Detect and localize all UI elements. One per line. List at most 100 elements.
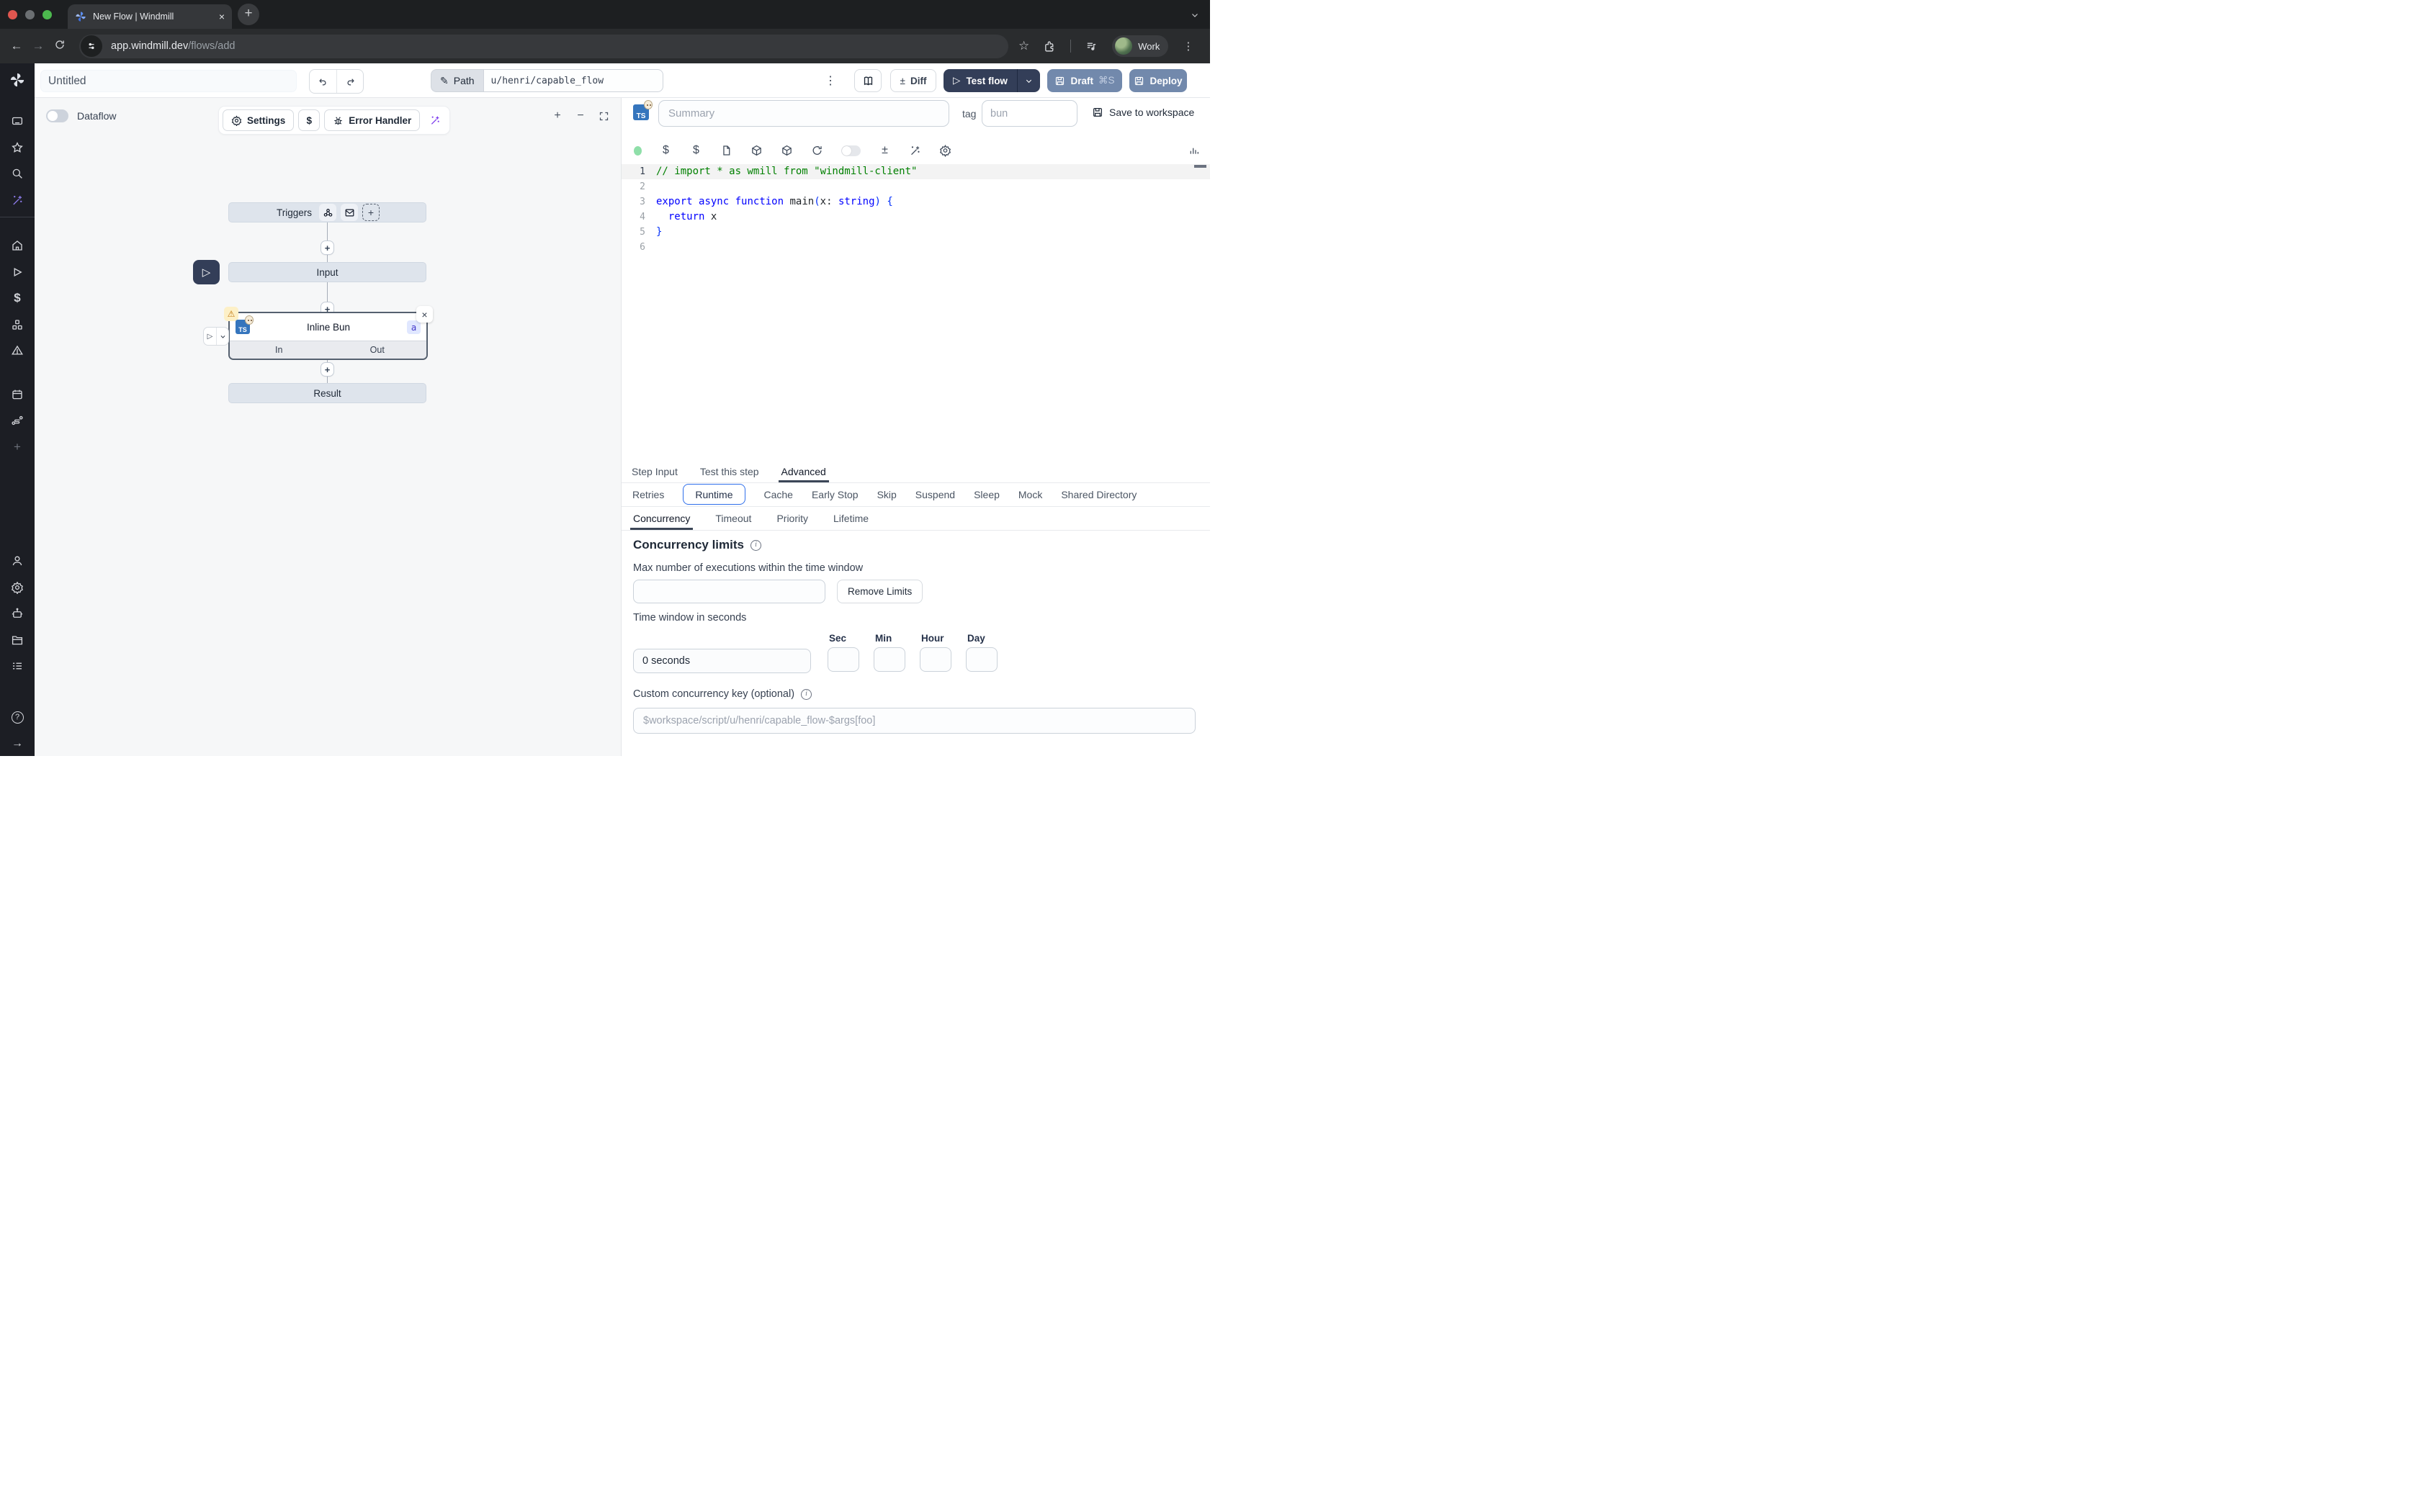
flow-name-input[interactable] — [40, 70, 297, 92]
search-icon[interactable] — [0, 161, 35, 187]
webhook-icon[interactable] — [319, 204, 337, 221]
tab-concurrency[interactable]: Concurrency — [629, 507, 694, 530]
info-icon[interactable]: i — [801, 688, 812, 700]
tab-lifetime[interactable]: Lifetime — [833, 513, 869, 524]
info-icon[interactable]: i — [750, 539, 761, 551]
site-settings-icon[interactable] — [81, 35, 102, 57]
runs-icon[interactable] — [0, 259, 35, 286]
fit-view-button[interactable] — [596, 108, 611, 124]
address-bar[interactable]: app.windmill.dev/flows/add — [79, 34, 1008, 58]
browser-profile-button[interactable]: Work — [1112, 35, 1169, 57]
custom-key-input[interactable] — [633, 708, 1196, 734]
path-input[interactable] — [483, 69, 663, 92]
flow-variables-button[interactable]: $ — [298, 109, 321, 131]
tab-shared-directory[interactable]: Shared Directory — [1061, 489, 1137, 500]
script-file-icon[interactable] — [720, 144, 732, 157]
ai-wand-icon[interactable] — [0, 187, 35, 214]
apps-grid-icon[interactable] — [0, 108, 35, 135]
zoom-out-button[interactable]: − — [577, 109, 584, 122]
ai-wand-icon[interactable] — [909, 144, 921, 157]
schedules-icon[interactable] — [0, 382, 35, 408]
zoom-in-button[interactable]: + — [554, 109, 561, 122]
diff-button[interactable]: ± Diff — [890, 69, 936, 92]
tab-search-chevron-icon[interactable] — [1187, 7, 1203, 23]
unit-input-day[interactable] — [966, 647, 998, 672]
remove-limits-button[interactable]: Remove Limits — [837, 580, 923, 603]
run-from-input-button[interactable]: ▷ — [193, 260, 220, 284]
unit-input-sec[interactable] — [828, 647, 859, 672]
browser-menu-icon[interactable]: ⋮ — [1183, 40, 1194, 53]
home-icon[interactable] — [0, 233, 35, 259]
save-draft-button[interactable]: Draft ⌘S — [1047, 69, 1122, 92]
help-icon[interactable]: ? — [0, 705, 35, 732]
browser-tab[interactable]: New Flow | Windmill × — [68, 4, 232, 29]
tab-runtime[interactable]: Runtime — [683, 484, 745, 505]
dollar-icon[interactable]: $ — [663, 144, 669, 156]
forward-icon[interactable]: → — [32, 39, 45, 53]
unit-input-hour[interactable] — [920, 647, 951, 672]
tab-early-stop[interactable]: Early Stop — [811, 489, 859, 500]
diff-icon[interactable]: ± — [882, 144, 888, 156]
insert-step-button[interactable]: + — [321, 240, 334, 255]
windmill-logo[interactable] — [9, 72, 25, 91]
add-trigger-button[interactable]: + — [362, 204, 380, 221]
refresh-icon[interactable] — [811, 144, 823, 157]
mail-trigger-icon[interactable] — [341, 204, 359, 221]
maximize-window-button[interactable] — [42, 10, 52, 19]
tab-retries[interactable]: Retries — [632, 489, 665, 500]
tab-close-icon[interactable]: × — [218, 11, 225, 22]
resources-icon[interactable] — [0, 312, 35, 338]
flows-icon[interactable] — [0, 408, 35, 434]
tab-step-input[interactable]: Step Input — [632, 465, 678, 477]
tab-skip[interactable]: Skip — [877, 489, 897, 500]
new-tab-button[interactable]: + — [238, 4, 259, 25]
tab-suspend[interactable]: Suspend — [915, 489, 956, 500]
media-controls-icon[interactable] — [1085, 40, 1098, 53]
tab-timeout[interactable]: Timeout — [715, 513, 752, 524]
bookmark-star-icon[interactable]: ☆ — [1018, 39, 1030, 53]
error-handler-button[interactable]: Error Handler — [324, 109, 421, 131]
save-to-workspace-button[interactable]: Save to workspace — [1092, 107, 1194, 118]
logs-icon[interactable] — [0, 653, 35, 680]
triggers-icon[interactable] — [0, 338, 35, 364]
add-icon[interactable]: + — [14, 439, 21, 454]
dollar-icon[interactable]: $ — [693, 144, 699, 156]
result-node[interactable]: Result — [228, 383, 426, 403]
workers-icon[interactable] — [0, 600, 35, 627]
ai-wand-button[interactable] — [424, 109, 447, 131]
delete-step-icon[interactable]: × — [416, 306, 433, 323]
flow-settings-button[interactable]: Settings — [223, 109, 295, 131]
undo-button[interactable] — [310, 70, 336, 93]
variables-icon[interactable]: $ — [14, 291, 21, 305]
code-editor[interactable]: 1// import * as wmill from "windmill-cli… — [622, 164, 1210, 459]
max-executions-input[interactable] — [633, 580, 825, 603]
star-icon[interactable] — [0, 135, 35, 161]
folders-icon[interactable] — [0, 627, 35, 654]
package-icon[interactable] — [781, 144, 793, 157]
collapse-icon[interactable]: → — [12, 737, 23, 750]
dataflow-toggle[interactable] — [46, 109, 68, 122]
more-options-icon[interactable]: ⋮ — [825, 75, 836, 87]
library-icon[interactable] — [1188, 145, 1200, 160]
test-flow-button[interactable]: ▷ Test flow — [944, 69, 1040, 92]
docs-button[interactable] — [854, 69, 882, 92]
extensions-icon[interactable] — [1044, 40, 1056, 53]
tab-priority[interactable]: Priority — [776, 513, 808, 524]
settings-icon[interactable] — [0, 575, 35, 601]
deploy-button[interactable]: Deploy — [1129, 69, 1187, 92]
flow-canvas[interactable]: Dataflow Settings $ Error Handler — [35, 98, 622, 756]
triggers-node[interactable]: Triggers + — [228, 202, 426, 222]
run-step-icon[interactable]: ▷ — [207, 332, 213, 341]
insert-step-button[interactable]: + — [321, 362, 334, 377]
gear-icon[interactable] — [939, 144, 951, 157]
tag-input[interactable] — [982, 100, 1077, 127]
step-out-tab[interactable]: Out — [369, 345, 385, 355]
step-in-tab[interactable]: In — [275, 345, 283, 355]
input-node[interactable]: Input — [228, 262, 426, 282]
assistant-toggle[interactable] — [841, 145, 861, 156]
unit-input-min[interactable] — [874, 647, 905, 672]
reload-icon[interactable] — [49, 39, 71, 54]
back-icon[interactable]: ← — [10, 39, 23, 53]
redo-button[interactable] — [336, 70, 363, 93]
step-node-inline-bun[interactable]: ⚠ × ▷ TS Inline Bun a — [203, 306, 433, 360]
